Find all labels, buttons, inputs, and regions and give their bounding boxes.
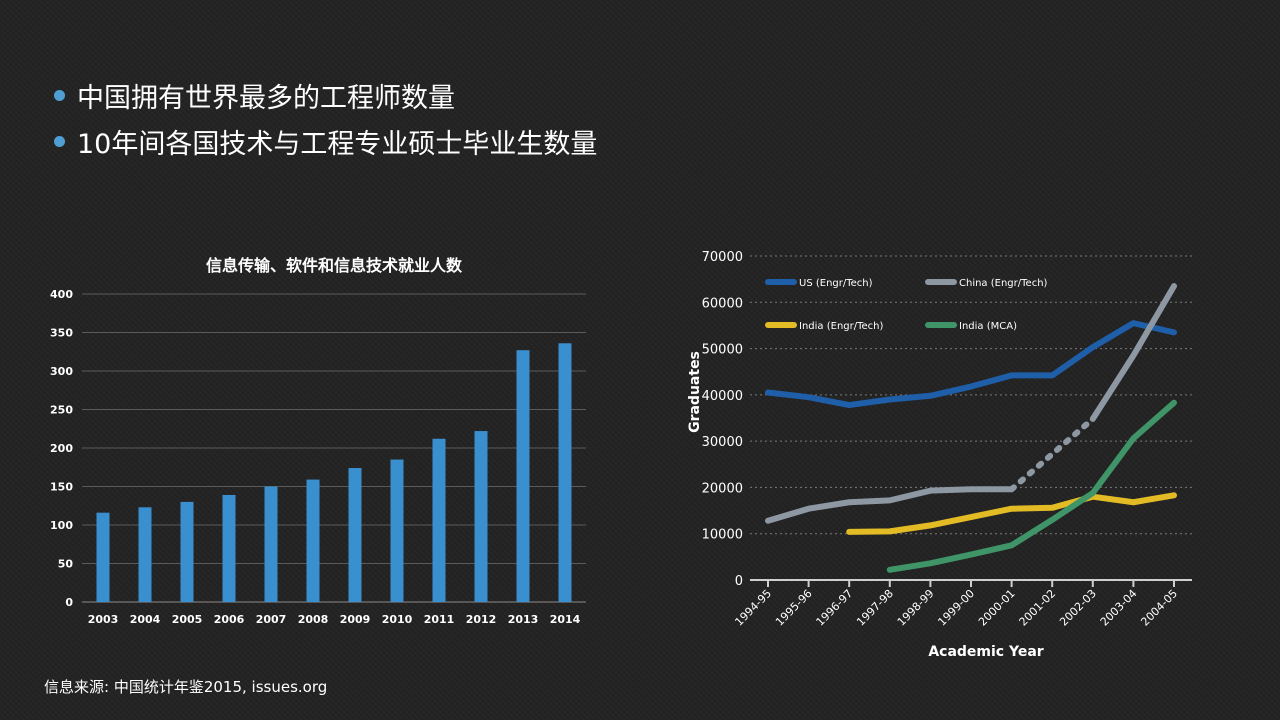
chart-title: 信息传输、软件和信息技术就业人数 [206,256,463,275]
y-tick-label: 200 [50,442,73,455]
bullet-dot-icon [54,89,65,101]
y-tick-label: 60000 [702,296,743,311]
series-line [765,486,1015,524]
x-tick-label: 2004 [130,613,161,626]
y-axis-title: Graduates [687,351,703,433]
bullet-text: 中国拥有世界最多的工程师数量 [77,82,455,114]
x-tick-label: 1996-97 [814,587,856,629]
legend-label: India (Engr/Tech) [799,321,884,332]
series-line [886,399,1177,573]
series-line [1089,283,1177,422]
x-tick-label: 2010 [382,613,413,626]
x-tick-label: 2008 [298,613,329,626]
series-dashed-segment [1008,415,1096,493]
bullet-item: 中国拥有世界最多的工程师数量 [54,72,597,118]
source-note: 信息来源: 中国统计年鉴2015, issues.org [44,678,328,696]
bar [432,438,446,602]
bar [348,468,362,602]
y-tick-label: 50 [58,558,74,571]
x-tick-label: 2004-05 [1138,587,1180,629]
bar [138,507,152,602]
bar [516,350,530,602]
legend-label: China (Engr/Tech) [959,278,1048,289]
legend-label: India (MCA) [959,321,1017,332]
x-tick-label: 2009 [340,613,371,626]
bar [474,431,488,602]
bullet-item: 10年间各国技术与工程专业硕士毕业生数量 [54,118,597,164]
y-tick-label: 250 [50,404,73,417]
y-tick-label: 40000 [702,389,743,404]
y-tick-label: 70000 [702,250,743,265]
x-tick-label: 2012 [466,613,497,626]
x-axis-title: Academic Year [928,644,1043,660]
y-tick-label: 400 [50,288,73,301]
x-tick-label: 2007 [256,613,287,626]
y-tick-label: 350 [50,327,73,340]
x-tick-label: 2000-01 [976,587,1018,629]
x-tick-label: 2005 [172,613,203,626]
x-tick-label: 1997-98 [854,587,896,629]
employment-bar-chart: 信息传输、软件和信息技术就业人数 0 50 100 150 200 250 300 350 400… [50,256,586,626]
bar [222,494,236,602]
bullet-dot-icon [54,135,65,147]
x-tick-label: 1995-96 [773,587,815,629]
x-tick-label: 1994-95 [732,587,774,629]
y-tick-label: 30000 [702,435,743,450]
x-tick-label: 2006 [214,613,245,626]
x-tick-label: 2014 [550,613,581,626]
series-line [765,320,1177,409]
bullet-text: 10年间各国技术与工程专业硕士毕业生数量 [77,128,598,160]
x-tick-label: 2002-03 [1057,587,1099,629]
x-tick-label: 2011 [424,613,455,626]
x-tick-label: 1998-99 [895,587,937,629]
bar [390,459,404,602]
x-tick-label: 2003 [88,613,119,626]
bar [558,343,572,602]
legend-label: US (Engr/Tech) [799,278,873,289]
bar [180,501,194,602]
y-tick-label: 300 [50,365,73,378]
graduates-line-chart: 0 10000 20000 30000 40000 50000 60000 70000 1994… [687,250,1192,660]
bar [264,486,278,602]
series-line [846,492,1177,535]
x-tick-label: 1999-00 [935,587,977,629]
y-tick-label: 0 [65,596,73,609]
y-tick-label: 20000 [702,481,743,496]
bullet-list: 中国拥有世界最多的工程师数量 10年间各国技术与工程专业硕士毕业生数量 [54,72,597,164]
y-tick-label: 50000 [702,343,743,358]
y-tick-label: 0 [735,574,743,589]
bar [306,479,320,602]
y-tick-label: 100 [50,519,73,532]
bar [96,512,110,602]
y-tick-label: 150 [50,481,73,494]
x-tick-label: 2013 [508,613,539,626]
x-tick-label: 2001-02 [1017,587,1059,629]
y-tick-label: 10000 [702,528,743,543]
x-tick-label: 2003-04 [1098,587,1140,629]
